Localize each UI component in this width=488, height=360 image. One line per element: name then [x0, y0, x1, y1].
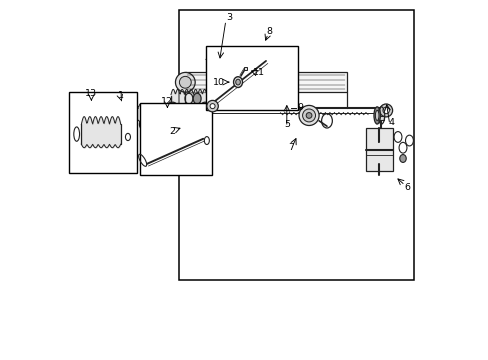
Bar	[366, 128, 392, 171]
Circle shape	[73, 108, 84, 119]
Text: 5: 5	[283, 120, 289, 129]
Text: 10: 10	[213, 78, 225, 87]
Text: 11: 11	[252, 68, 264, 77]
Circle shape	[201, 102, 209, 111]
Circle shape	[267, 69, 274, 76]
Bar	[69, 92, 137, 173]
Bar	[142, 105, 182, 122]
Circle shape	[142, 121, 149, 128]
Text: 9: 9	[297, 103, 303, 112]
Circle shape	[302, 109, 315, 122]
Bar	[140, 103, 211, 175]
Bar	[244, 67, 247, 69]
Ellipse shape	[233, 77, 242, 87]
Ellipse shape	[193, 93, 201, 104]
Circle shape	[210, 104, 215, 109]
Circle shape	[168, 102, 177, 111]
Ellipse shape	[235, 79, 240, 85]
Bar	[179, 10, 413, 280]
Text: 13: 13	[85, 89, 97, 98]
Text: 3: 3	[226, 13, 232, 22]
Circle shape	[379, 104, 392, 117]
Bar	[185, 72, 346, 92]
Text: 8: 8	[266, 27, 272, 36]
Text: 7: 7	[287, 143, 293, 152]
Circle shape	[175, 72, 195, 92]
Bar	[206, 45, 297, 110]
Text: 4: 4	[388, 118, 394, 127]
Circle shape	[206, 100, 218, 112]
Text: 2: 2	[169, 127, 175, 136]
Ellipse shape	[375, 111, 378, 121]
Text: 1: 1	[118, 91, 123, 100]
Ellipse shape	[399, 154, 406, 162]
Circle shape	[179, 76, 191, 88]
Bar	[377, 116, 383, 121]
Text: 12: 12	[161, 97, 173, 106]
Circle shape	[382, 107, 388, 114]
Circle shape	[305, 113, 311, 118]
Circle shape	[298, 105, 319, 126]
Ellipse shape	[373, 107, 380, 124]
Text: 6: 6	[404, 183, 410, 192]
Circle shape	[139, 118, 152, 131]
